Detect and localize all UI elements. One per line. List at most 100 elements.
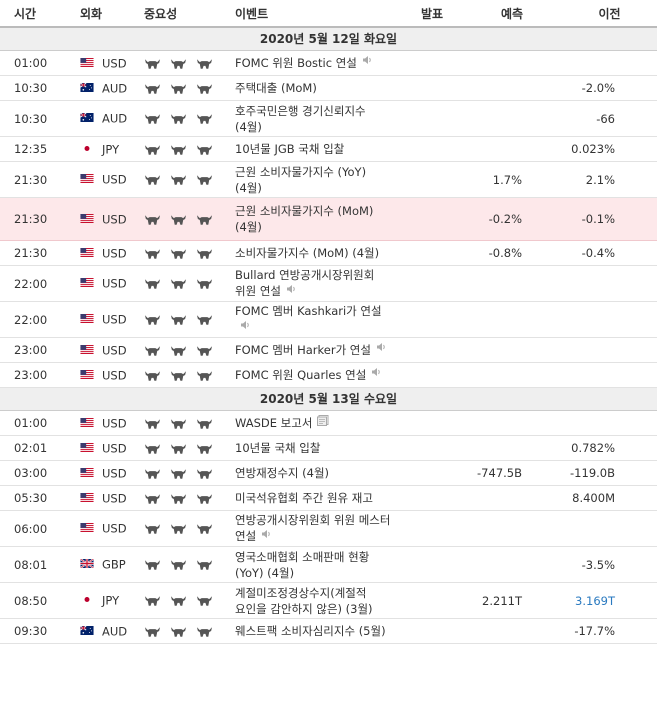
event-name[interactable]: 연방재정수지 (4월) xyxy=(235,466,330,480)
forecast-value: 2.211T xyxy=(462,582,562,619)
header-forecast[interactable]: 예측 xyxy=(462,0,562,28)
event-time: 22:00 xyxy=(0,301,80,338)
event-row[interactable]: 05:30 USD 미국석유협회 주간 원유 재고 8.400M xyxy=(0,485,657,511)
event-name-cell[interactable]: 10년물 국채 입찰 xyxy=(235,435,402,461)
event-name-cell[interactable]: 호주국민은행 경기신뢰지수 (4월) xyxy=(235,100,402,137)
event-name[interactable]: FOMC 위원 Bostic 연설 xyxy=(235,55,357,70)
event-name[interactable]: 근원 소비자물가지수 (YoY) (4월) xyxy=(235,164,367,195)
event-name-cell[interactable]: 근원 소비자물가지수 (MoM) (4월) xyxy=(235,197,402,241)
header-time[interactable]: 시간 xyxy=(0,0,80,28)
event-name-cell[interactable]: 10년물 JGB 국채 입찰 xyxy=(235,136,402,162)
bull-icon xyxy=(196,248,213,260)
event-name[interactable]: 영국소매협회 소매판매 현황 (YoY) (4월) xyxy=(235,549,370,580)
event-name[interactable]: FOMC 멤버 Harker가 연설 xyxy=(235,342,371,357)
event-name[interactable]: Bullard 연방공개시장위원회 위원 연설 xyxy=(235,268,375,299)
event-name-cell[interactable]: FOMC 위원 Quarles 연설 xyxy=(235,362,402,388)
bull-icon xyxy=(144,468,161,480)
header-previous[interactable]: 이전 xyxy=(562,0,657,28)
header-actual[interactable]: 발표 xyxy=(402,0,462,28)
currency-code: USD xyxy=(102,491,127,506)
event-name[interactable]: FOMC 위원 Quarles 연설 xyxy=(235,367,367,382)
event-row[interactable]: 02:01 USD 10년물 국채 입찰 0.782% xyxy=(0,435,657,461)
event-row[interactable]: 23:00 USD FOMC 위원 Quarles 연설 xyxy=(0,362,657,388)
event-name[interactable]: 계절미조정경상수지(계절적 요인을 감안하지 않은) (3월) xyxy=(235,585,373,616)
event-name-cell[interactable]: Bullard 연방공개시장위원회 위원 연설 xyxy=(235,265,402,302)
event-name[interactable]: 호주국민은행 경기신뢰지수 (4월) xyxy=(235,103,366,134)
currency-cell: JPY xyxy=(80,582,144,619)
event-row[interactable]: 01:00 USD FOMC 위원 Bostic 연설 xyxy=(0,50,657,76)
report-icon[interactable] xyxy=(317,414,329,432)
bull-icon xyxy=(170,418,187,430)
event-name[interactable]: 주택대출 (MoM) xyxy=(235,81,317,95)
event-row[interactable]: 10:30 AUD 주택대출 (MoM) -2.0% xyxy=(0,75,657,101)
previous-value: -119.0B xyxy=(562,460,657,486)
event-name-cell[interactable]: WASDE 보고서 xyxy=(235,410,402,436)
event-name-cell[interactable]: 주택대출 (MoM) xyxy=(235,75,402,101)
us-flag-icon xyxy=(80,57,96,69)
event-name-cell[interactable]: 근원 소비자물가지수 (YoY) (4월) xyxy=(235,161,402,198)
event-name-cell[interactable]: FOMC 멤버 Harker가 연설 xyxy=(235,337,402,363)
currency-cell: USD xyxy=(80,240,144,266)
forecast-value xyxy=(462,136,562,162)
event-name-cell[interactable]: 웨스트팩 소비자심리지수 (5월) xyxy=(235,618,402,644)
jp-flag-icon xyxy=(80,595,96,606)
importance-rating xyxy=(144,197,235,241)
event-name-cell[interactable]: 계절미조정경상수지(계절적 요인을 감안하지 않은) (3월) xyxy=(235,582,402,619)
event-row[interactable]: 21:30 USD 근원 소비자물가지수 (YoY) (4월) 1.7% 2.1… xyxy=(0,161,657,198)
event-name[interactable]: 미국석유협회 주간 원유 재고 xyxy=(235,491,373,505)
event-name-cell[interactable]: 연방공개시장위원회 위원 메스터 연설 xyxy=(235,510,402,547)
speaker-icon[interactable] xyxy=(240,320,251,336)
speaker-icon[interactable] xyxy=(362,55,373,71)
previous-value: -2.0% xyxy=(562,75,657,101)
us-flag-icon xyxy=(80,213,96,225)
forecast-value xyxy=(462,510,562,547)
au-flag-icon xyxy=(80,625,96,637)
event-row[interactable]: 22:00 USD FOMC 멤버 Kashkari가 연설 xyxy=(0,301,657,338)
event-name[interactable]: 10년물 국채 입찰 xyxy=(235,441,321,455)
header-row: 시간 외화 중요성 이벤트 발표 예측 이전 xyxy=(0,0,657,28)
bull-icon xyxy=(170,248,187,260)
header-event[interactable]: 이벤트 xyxy=(235,0,402,28)
event-name-cell[interactable]: FOMC 위원 Bostic 연설 xyxy=(235,50,402,76)
forecast-value xyxy=(462,546,562,583)
event-row[interactable]: 01:00 USD WASDE 보고서 xyxy=(0,410,657,436)
au-flag-icon xyxy=(80,82,96,94)
event-name[interactable]: 소비자물가지수 (MoM) (4월) xyxy=(235,246,380,260)
event-row[interactable]: 03:00 USD 연방재정수지 (4월) -747.5B -119.0B xyxy=(0,460,657,486)
event-name-cell[interactable]: 소비자물가지수 (MoM) (4월) xyxy=(235,240,402,266)
event-name[interactable]: 근원 소비자물가지수 (MoM) (4월) xyxy=(235,204,374,234)
previous-value: 3.169T xyxy=(562,582,657,619)
importance-rating xyxy=(144,301,235,338)
currency-code: JPY xyxy=(102,142,120,157)
speaker-icon[interactable] xyxy=(286,284,297,300)
header-currency[interactable]: 외화 xyxy=(80,0,144,28)
event-row[interactable]: 21:30 USD 근원 소비자물가지수 (MoM) (4월) -0.2% -0… xyxy=(0,197,657,241)
event-row[interactable]: 09:30 AUD 웨스트팩 소비자심리지수 (5월) -17.7% xyxy=(0,618,657,644)
event-name[interactable]: 연방공개시장위원회 위원 메스터 연설 xyxy=(235,513,391,544)
event-row[interactable]: 06:00 USD 연방공개시장위원회 위원 메스터 연설 xyxy=(0,510,657,547)
event-row[interactable]: 08:01 GBP 영국소매협회 소매판매 현황 (YoY) (4월) -3.5… xyxy=(0,546,657,583)
bull-icon xyxy=(144,248,161,260)
event-row[interactable]: 08:50 JPY 계절미조정경상수지(계절적 요인을 감안하지 않은) (3월… xyxy=(0,582,657,619)
event-row[interactable]: 12:35 JPY 10년물 JGB 국채 입찰 0.023% xyxy=(0,136,657,162)
speaker-icon[interactable] xyxy=(376,342,387,358)
event-row[interactable]: 22:00 USD Bullard 연방공개시장위원회 위원 연설 xyxy=(0,265,657,302)
bull-icon xyxy=(144,174,161,186)
event-row[interactable]: 23:00 USD FOMC 멤버 Harker가 연설 xyxy=(0,337,657,363)
event-row[interactable]: 10:30 AUD 호주국민은행 경기신뢰지수 (4월) -66 xyxy=(0,100,657,137)
currency-code: USD xyxy=(102,172,127,187)
event-name-cell[interactable]: 영국소매협회 소매판매 현황 (YoY) (4월) xyxy=(235,546,402,583)
event-name[interactable]: FOMC 멤버 Kashkari가 연설 xyxy=(235,304,382,319)
bull-icon xyxy=(144,83,161,95)
speaker-icon[interactable] xyxy=(371,367,382,383)
event-name-cell[interactable]: 미국석유협회 주간 원유 재고 xyxy=(235,485,402,511)
event-name[interactable]: 웨스트팩 소비자심리지수 (5월) xyxy=(235,624,386,638)
event-name-cell[interactable]: 연방재정수지 (4월) xyxy=(235,460,402,486)
event-row[interactable]: 21:30 USD 소비자물가지수 (MoM) (4월) -0.8% -0.4% xyxy=(0,240,657,266)
event-name-cell[interactable]: FOMC 멤버 Kashkari가 연설 xyxy=(235,301,402,338)
header-importance[interactable]: 중요성 xyxy=(144,0,235,28)
event-name[interactable]: WASDE 보고서 xyxy=(235,415,313,430)
event-name[interactable]: 10년물 JGB 국채 입찰 xyxy=(235,142,345,156)
previous-value xyxy=(562,510,657,547)
speaker-icon[interactable] xyxy=(261,529,272,545)
